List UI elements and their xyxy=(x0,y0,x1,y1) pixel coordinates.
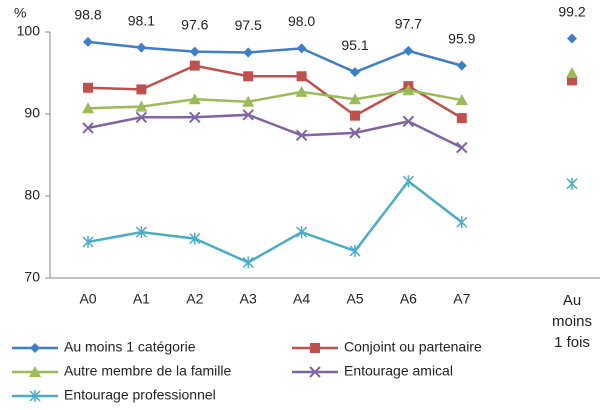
data-point xyxy=(350,67,360,78)
legend-marker xyxy=(29,366,41,377)
data-point xyxy=(136,84,147,95)
extra-category-label: Au moins 1 fois xyxy=(551,292,592,351)
data-label: 98.0 xyxy=(288,13,315,29)
data-point xyxy=(189,111,201,123)
series-line xyxy=(87,113,463,149)
x-tick-label: A4 xyxy=(293,291,310,307)
series-line xyxy=(87,88,463,110)
data-point xyxy=(296,43,307,54)
data-point xyxy=(456,113,467,124)
data-point xyxy=(242,95,255,107)
data-point xyxy=(135,100,148,112)
data-point xyxy=(243,71,254,82)
y-tick-label: 100 xyxy=(17,23,41,39)
data-point xyxy=(242,109,254,121)
data-point xyxy=(188,93,201,105)
data-point xyxy=(135,226,147,239)
x-tick-label: A3 xyxy=(240,291,257,307)
data-point xyxy=(349,93,361,105)
data-point xyxy=(296,226,308,239)
data-point xyxy=(295,85,308,97)
data-point xyxy=(83,36,93,47)
data-point xyxy=(82,122,94,134)
data-point xyxy=(402,175,414,188)
data-label: 97.5 xyxy=(235,17,262,33)
data-point xyxy=(83,82,93,93)
data-label: 97.6 xyxy=(181,16,208,32)
data-point xyxy=(349,244,361,257)
y-tick-label: 70 xyxy=(24,269,40,285)
y-axis-label: % xyxy=(14,5,26,21)
data-point xyxy=(456,60,467,71)
data-point xyxy=(296,71,307,82)
extra-point xyxy=(567,33,577,44)
data-point xyxy=(135,111,148,123)
x-tick-label: A7 xyxy=(453,291,470,307)
data-point xyxy=(295,129,308,142)
data-label: 99.2 xyxy=(558,3,585,19)
data-point xyxy=(402,84,415,96)
data-point xyxy=(456,216,468,229)
data-point xyxy=(136,42,147,53)
data-point xyxy=(82,235,94,248)
y-tick-label: 80 xyxy=(24,187,40,203)
data-point xyxy=(349,127,361,139)
extra-point xyxy=(566,67,578,78)
data-point xyxy=(242,256,254,269)
x-tick-label: A6 xyxy=(400,291,417,307)
legend-label: Autre membre de la famille xyxy=(64,363,232,379)
data-label: 97.7 xyxy=(395,16,422,32)
legend-label: Conjoint ou partenaire xyxy=(344,339,482,355)
data-point xyxy=(403,45,414,56)
data-label: 95.9 xyxy=(448,30,475,46)
data-point xyxy=(350,110,360,121)
data-point xyxy=(189,232,201,245)
x-tick-label: A0 xyxy=(79,291,96,307)
legend-label: Entourage professionnel xyxy=(64,387,216,403)
legend-marker xyxy=(30,343,40,353)
y-tick-label: 90 xyxy=(24,105,40,121)
series-line xyxy=(87,179,463,264)
data-point xyxy=(243,47,254,58)
x-tick-label: A2 xyxy=(186,291,203,307)
series-line xyxy=(87,40,463,74)
data-point xyxy=(82,102,94,114)
data-point xyxy=(456,141,468,154)
data-point xyxy=(189,46,200,57)
data-point xyxy=(402,115,415,128)
data-label: 95.1 xyxy=(341,37,368,53)
data-point xyxy=(455,94,468,106)
extra-point xyxy=(566,177,578,190)
legend-label: Entourage amical xyxy=(344,363,453,379)
x-tick-label: A5 xyxy=(346,291,363,307)
legend-marker xyxy=(310,343,320,353)
extra-point xyxy=(567,75,577,86)
data-label: 98.8 xyxy=(74,7,101,23)
legend-marker xyxy=(29,390,41,402)
legend-marker xyxy=(309,366,321,378)
x-tick-label: A1 xyxy=(133,291,150,307)
data-point xyxy=(189,60,200,71)
data-label: 98.1 xyxy=(128,12,155,28)
legend-label: Au moins 1 catégorie xyxy=(64,339,196,355)
